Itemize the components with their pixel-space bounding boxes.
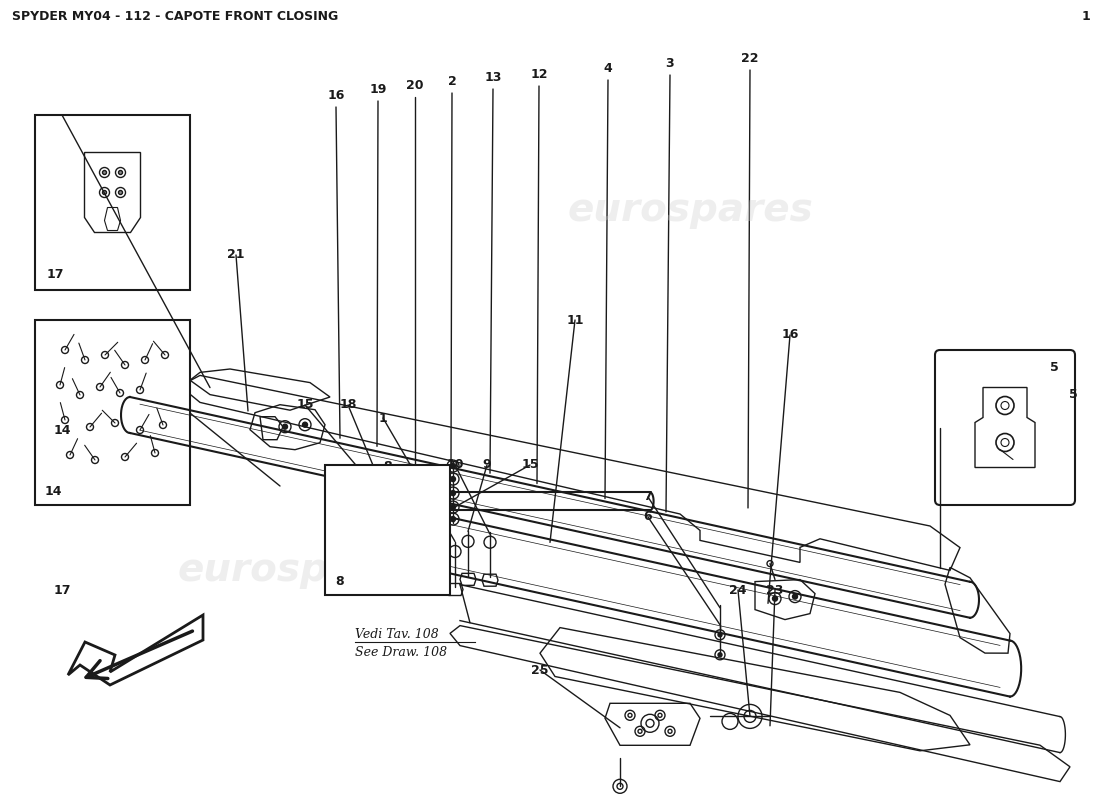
Text: 3: 3	[666, 57, 674, 70]
Text: 24: 24	[729, 583, 747, 597]
Text: 18: 18	[339, 398, 356, 411]
Text: 17: 17	[53, 583, 70, 597]
Text: SPYDER MY04 - 112 - CAPOTE FRONT CLOSING: SPYDER MY04 - 112 - CAPOTE FRONT CLOSING	[12, 10, 339, 23]
Circle shape	[451, 517, 455, 522]
Text: 8: 8	[384, 461, 393, 474]
Text: 15: 15	[296, 398, 314, 411]
Text: eurospares: eurospares	[568, 191, 813, 229]
Text: 1: 1	[1081, 10, 1090, 23]
Circle shape	[451, 463, 455, 469]
Bar	[324, 465, 450, 595]
Text: 22: 22	[741, 52, 759, 65]
Text: 21: 21	[228, 249, 244, 262]
Circle shape	[451, 505, 455, 510]
Circle shape	[379, 562, 385, 567]
Text: 13: 13	[484, 71, 502, 84]
Circle shape	[617, 783, 623, 790]
Text: 15: 15	[521, 458, 539, 471]
Text: 14: 14	[45, 485, 63, 498]
Text: 7: 7	[644, 490, 652, 503]
Text: 12: 12	[530, 68, 548, 81]
Circle shape	[119, 190, 122, 194]
Text: 25: 25	[531, 663, 549, 677]
Bar	[35, 115, 190, 290]
Circle shape	[772, 596, 778, 601]
Text: Vedi Tav. 108: Vedi Tav. 108	[355, 629, 439, 642]
Text: 6: 6	[644, 510, 652, 523]
Text: 23: 23	[767, 583, 783, 597]
Text: See Draw. 108: See Draw. 108	[355, 646, 447, 659]
Text: 1: 1	[378, 411, 387, 425]
Text: eurospares: eurospares	[177, 551, 422, 589]
Circle shape	[119, 170, 122, 174]
Polygon shape	[68, 615, 204, 685]
Text: 10: 10	[447, 458, 464, 471]
Circle shape	[792, 594, 798, 599]
Circle shape	[102, 190, 107, 194]
Circle shape	[302, 422, 308, 427]
Circle shape	[628, 714, 632, 718]
Circle shape	[668, 730, 672, 734]
Text: 5: 5	[1050, 361, 1058, 374]
Text: 17: 17	[47, 268, 65, 281]
Circle shape	[451, 477, 455, 482]
Text: 16: 16	[781, 329, 799, 342]
FancyBboxPatch shape	[935, 350, 1075, 505]
Circle shape	[283, 424, 287, 429]
Text: 2: 2	[448, 75, 456, 88]
Text: 11: 11	[566, 314, 584, 326]
Text: 19: 19	[370, 83, 387, 96]
Text: 9: 9	[483, 458, 492, 471]
Text: 20: 20	[406, 79, 424, 92]
Text: 16: 16	[328, 89, 344, 102]
Text: 4: 4	[604, 62, 613, 75]
Circle shape	[767, 561, 773, 566]
Circle shape	[102, 170, 107, 174]
Circle shape	[718, 653, 722, 657]
Circle shape	[451, 490, 455, 495]
Text: 14: 14	[53, 423, 70, 437]
Circle shape	[638, 730, 642, 734]
Bar	[35, 320, 190, 505]
Circle shape	[718, 633, 722, 637]
Circle shape	[658, 714, 662, 718]
Text: 5: 5	[1068, 389, 1077, 402]
Text: 8: 8	[336, 575, 343, 588]
